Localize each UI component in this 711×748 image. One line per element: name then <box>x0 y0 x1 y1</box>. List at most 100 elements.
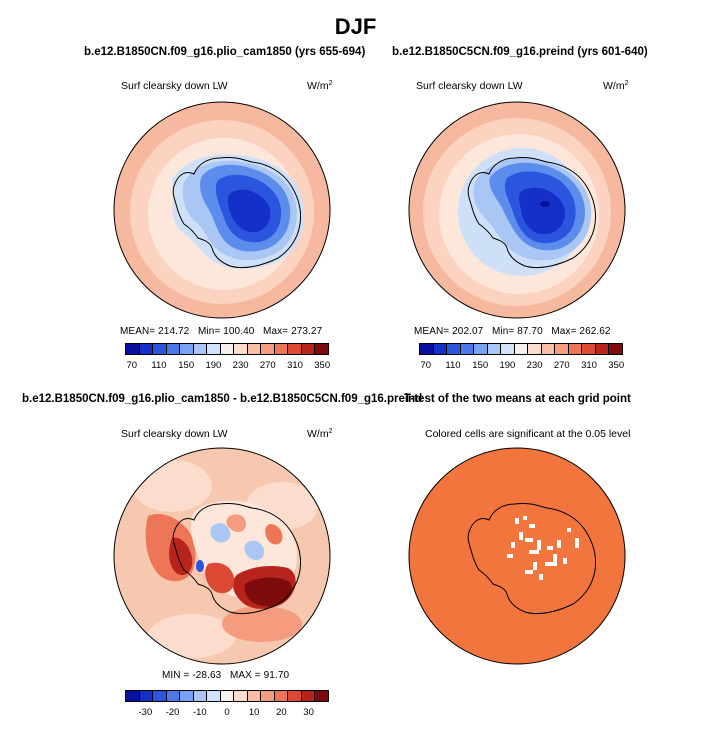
colorbar-swatch <box>315 691 328 701</box>
colorbar-tick-label: 0 <box>224 707 230 718</box>
colorbar-swatch <box>582 344 596 354</box>
panel4-note: Colored cells are significant at the 0.0… <box>425 428 631 440</box>
colorbar-swatch <box>261 344 275 354</box>
colorbar-swatch <box>220 344 235 354</box>
colorbar-swatch <box>274 691 289 701</box>
colorbar-swatch <box>139 344 154 354</box>
colorbar-tick-label: 350 <box>314 360 331 371</box>
colorbar-tick-label: 30 <box>303 707 314 718</box>
panel3-units: W/m2 <box>307 428 333 440</box>
diff-interior-red <box>226 514 246 532</box>
colorbar-swatch <box>609 344 622 354</box>
colorbar-tick-label: 230 <box>232 360 249 371</box>
panel1-variable-label: Surf clearsky down LW <box>121 80 228 92</box>
diff-light-patch <box>148 614 236 658</box>
colorbar-tick-label: 230 <box>526 360 543 371</box>
colorbar-tick-label: 150 <box>178 360 195 371</box>
panel3-variable-label: Surf clearsky down LW <box>121 428 228 440</box>
colorbar-swatch <box>139 691 154 701</box>
colorbar-tick-label: 70 <box>420 360 432 371</box>
diff-mid-patch <box>222 606 302 642</box>
colorbar-swatch <box>474 344 488 354</box>
antarctic-coastline <box>172 503 301 615</box>
colorbar-swatch <box>180 344 194 354</box>
colorbar-swatch <box>193 691 208 701</box>
colorbar-tick-label: 190 <box>499 360 516 371</box>
colorbar-tick-label: 20 <box>276 707 287 718</box>
panel1-units: W/m2 <box>307 80 333 92</box>
colorbar-swatch <box>247 691 262 701</box>
colorbar-swatch <box>514 344 529 354</box>
panel3-case-title: b.e12.B1850CN.f09_g16.plio_cam1850 - b.e… <box>22 393 423 405</box>
panel2-stats: MEAN= 202.07 Min= 87.70 Max= 262.62 <box>414 326 611 337</box>
colorbar-swatch <box>153 691 167 701</box>
colorbar-swatch <box>487 344 502 354</box>
panel2-variable-label: Surf clearsky down LW <box>416 80 523 92</box>
colorbar-tick-label: 150 <box>472 360 489 371</box>
panel3-stats: MIN = -28.63 MAX = 91.70 <box>162 670 290 681</box>
colorbar-swatch <box>528 344 542 354</box>
panel2-polar-map <box>408 101 626 319</box>
colorbar-swatch <box>433 344 448 354</box>
colorbar-tick-label: 110 <box>151 360 167 371</box>
antarctic-coastline <box>467 503 596 615</box>
colorbar-tick-label: -20 <box>165 707 180 718</box>
ice-core-region <box>228 189 271 233</box>
colorbar-tick-label: 190 <box>205 360 222 371</box>
colorbar-swatch <box>234 344 248 354</box>
panel2-case-title: b.e12.B1850C5CN.f09_g16.preind (yrs 601-… <box>392 46 648 58</box>
significance-fill <box>409 448 625 664</box>
season-title: DJF <box>334 14 377 39</box>
panel3-colorbar <box>125 690 329 702</box>
panel1-colorbar <box>125 343 329 355</box>
colorbar-tick-label: -30 <box>138 707 153 718</box>
colorbar-swatch <box>447 344 461 354</box>
colorbar-swatch <box>207 691 221 701</box>
colorbar-swatch <box>595 344 610 354</box>
colorbar-swatch <box>460 344 475 354</box>
colorbar-tick-label: 70 <box>126 360 138 371</box>
colorbar-tick-label: 110 <box>445 360 461 371</box>
diff-light-patch <box>132 460 212 512</box>
panel3-polar-map <box>113 447 331 665</box>
colorbar-swatch <box>501 344 515 354</box>
colorbar-swatch <box>301 691 316 701</box>
colorbar-swatch <box>274 344 289 354</box>
colorbar-swatch <box>420 344 434 354</box>
colorbar-swatch <box>126 344 140 354</box>
antarctic-coastline <box>172 157 301 269</box>
ice-min-spot <box>540 201 550 207</box>
diff-blue-spot <box>196 560 204 572</box>
colorbar-swatch <box>207 344 221 354</box>
colorbar-swatch <box>541 344 556 354</box>
colorbar-tick-label: 270 <box>553 360 570 371</box>
panel4-case-title: T-test of the two means at each grid poi… <box>404 393 631 405</box>
colorbar-swatch <box>220 691 235 701</box>
colorbar-tick-label: 10 <box>248 707 260 718</box>
ice-core-region <box>519 187 566 235</box>
colorbar-swatch <box>261 691 275 701</box>
colorbar-swatch <box>301 344 316 354</box>
diff-east-mid <box>205 562 235 594</box>
colorbar-tick-label: 310 <box>287 360 303 371</box>
panel1-case-title: b.e12.B1850CN.f09_g16.plio_cam1850 (yrs … <box>84 46 366 58</box>
colorbar-swatch <box>315 344 328 354</box>
colorbar-swatch <box>247 344 262 354</box>
colorbar-swatch <box>234 691 248 701</box>
diff-east-top <box>244 577 293 607</box>
colorbar-swatch <box>288 691 302 701</box>
colorbar-swatch <box>568 344 583 354</box>
colorbar-swatch <box>555 344 569 354</box>
colorbar-tick-label: 310 <box>581 360 597 371</box>
colorbar-swatch <box>166 691 181 701</box>
colorbar-tick-label: 350 <box>608 360 625 371</box>
colorbar-tick-label: 270 <box>259 360 276 371</box>
colorbar-swatch <box>126 691 140 701</box>
antarctic-coastline <box>467 157 596 269</box>
colorbar-swatch <box>166 344 181 354</box>
panel2-units: W/m2 <box>603 80 629 92</box>
panel2-colorbar <box>419 343 623 355</box>
panel1-stats: MEAN= 214.72 Min= 100.40 Max= 273.27 <box>120 326 323 337</box>
colorbar-swatch <box>288 344 302 354</box>
diff-interior-blue <box>244 540 264 560</box>
